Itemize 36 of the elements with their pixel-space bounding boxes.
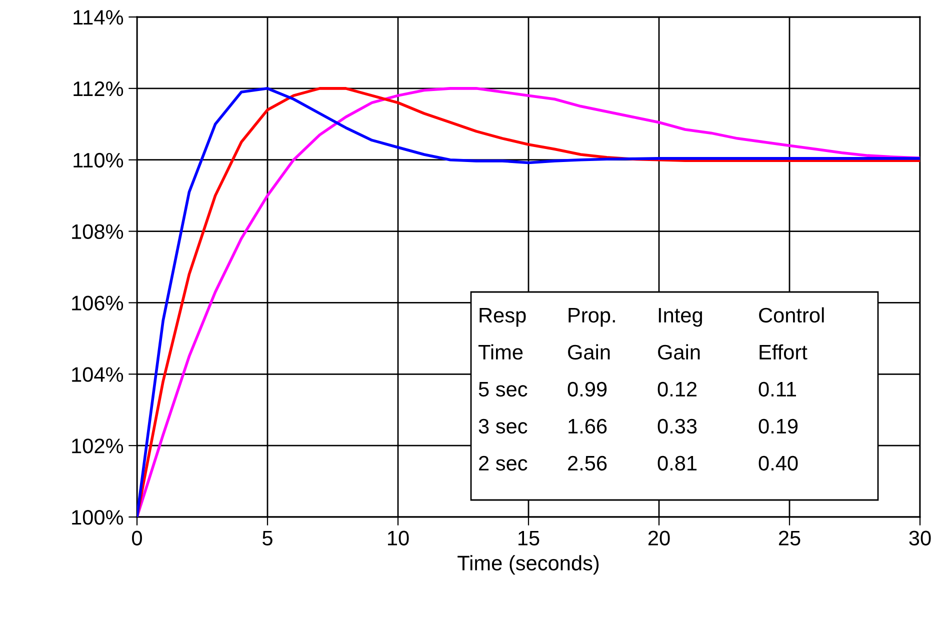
annotation: 0.81 (658, 456, 697, 471)
annotation: 0.12 (658, 382, 696, 397)
y-tick-label: 112% (74, 81, 124, 96)
y-tick-label: 110% (74, 152, 124, 168)
annotation: 0.19 (758, 418, 798, 434)
annotation: 2 sec (479, 456, 528, 471)
x-tick-label: 15 (518, 530, 540, 546)
y-tick-label: 102% (72, 438, 124, 454)
annotation: 2.56 (568, 456, 607, 471)
annotation: Gain (658, 344, 700, 360)
annotation: Time (478, 344, 523, 360)
y-tick-label: 104% (72, 367, 124, 382)
annotation: 0.99 (568, 382, 607, 397)
annotation: Effort (760, 344, 808, 360)
x-tick-label: 20 (648, 530, 670, 546)
x-tick-label: 30 (909, 530, 931, 546)
x-tick-label: 25 (778, 530, 800, 546)
annotation: 3 sec (478, 418, 528, 434)
x-tick-label: 10 (388, 530, 409, 546)
annotation: 1.66 (568, 418, 607, 434)
y-tick-label: 100% (72, 510, 124, 525)
annotation: Prop. (568, 308, 615, 327)
annotation: 5 sec (478, 382, 528, 397)
y-tick-label: 108% (72, 224, 124, 240)
annotation: 0.40 (758, 456, 798, 471)
y-tick-label: 106% (72, 296, 124, 310)
x-tick-label: 0 (132, 530, 142, 546)
annotation: Resp (480, 308, 526, 327)
annotation: 0.11 (758, 382, 796, 397)
x-tick-label: 5 (262, 530, 272, 546)
annotation: Control (759, 307, 824, 323)
y-tick-label: 114% (74, 10, 124, 25)
annotation: 0.33 (658, 418, 697, 434)
x-axis-title: Time (seconds) (458, 555, 599, 575)
annotation: Integ (658, 308, 702, 327)
annotation: Gain (568, 344, 610, 360)
